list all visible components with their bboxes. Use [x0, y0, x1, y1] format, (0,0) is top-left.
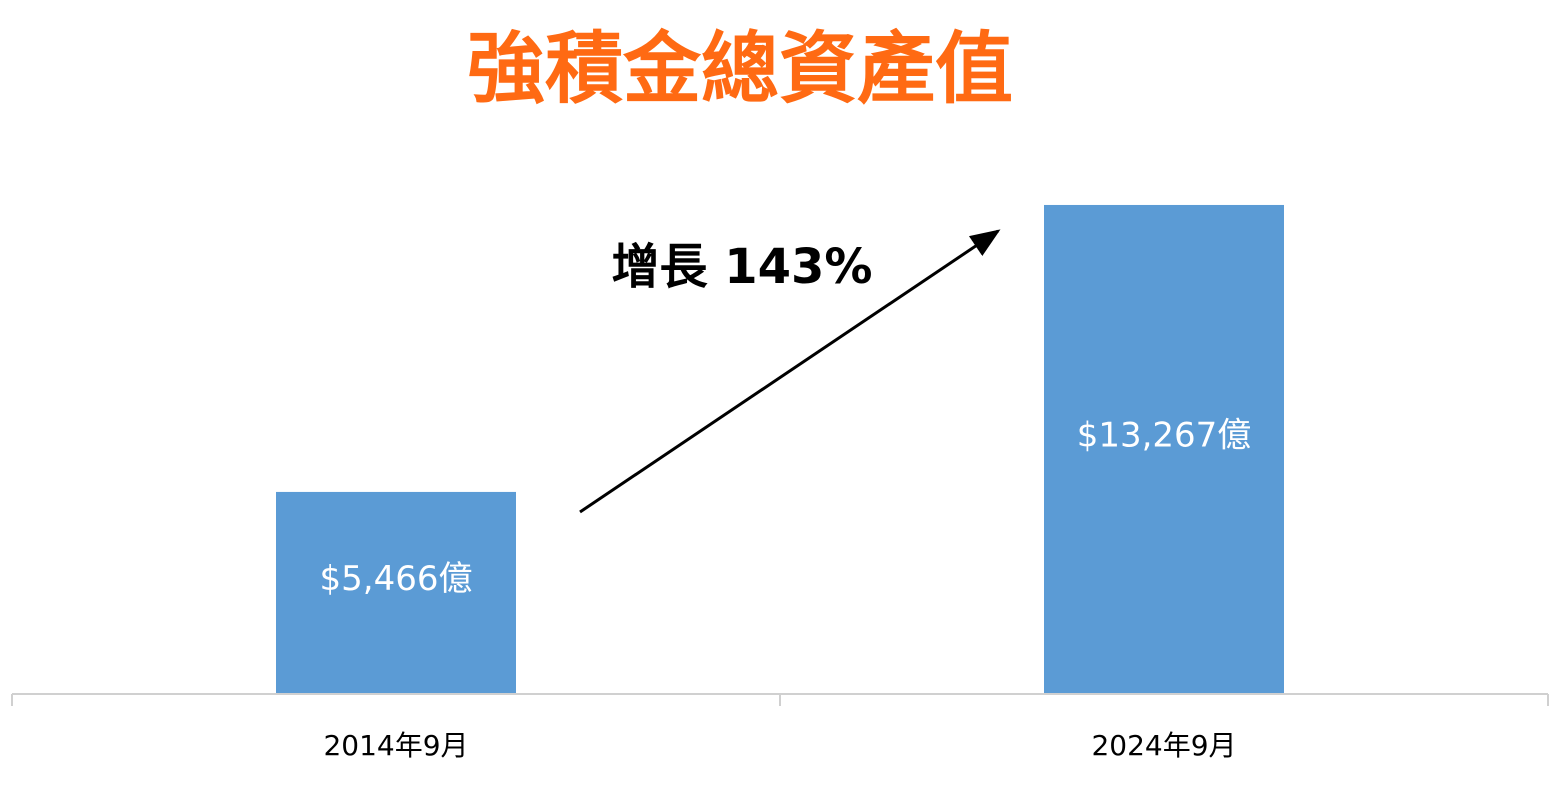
chart-title: 強積金總資產值 — [467, 24, 1013, 114]
growth-arrow — [579, 229, 1001, 514]
bar — [276, 491, 516, 693]
data-label: $5,466億 — [320, 559, 473, 599]
x-tick-label: 2014年9月 — [323, 729, 468, 762]
x-tick-label: 2024年9月 — [1091, 729, 1236, 762]
data-label: $13,267億 — [1077, 415, 1252, 455]
annotation: 增長 143% — [611, 239, 872, 295]
bar — [1044, 204, 1284, 693]
